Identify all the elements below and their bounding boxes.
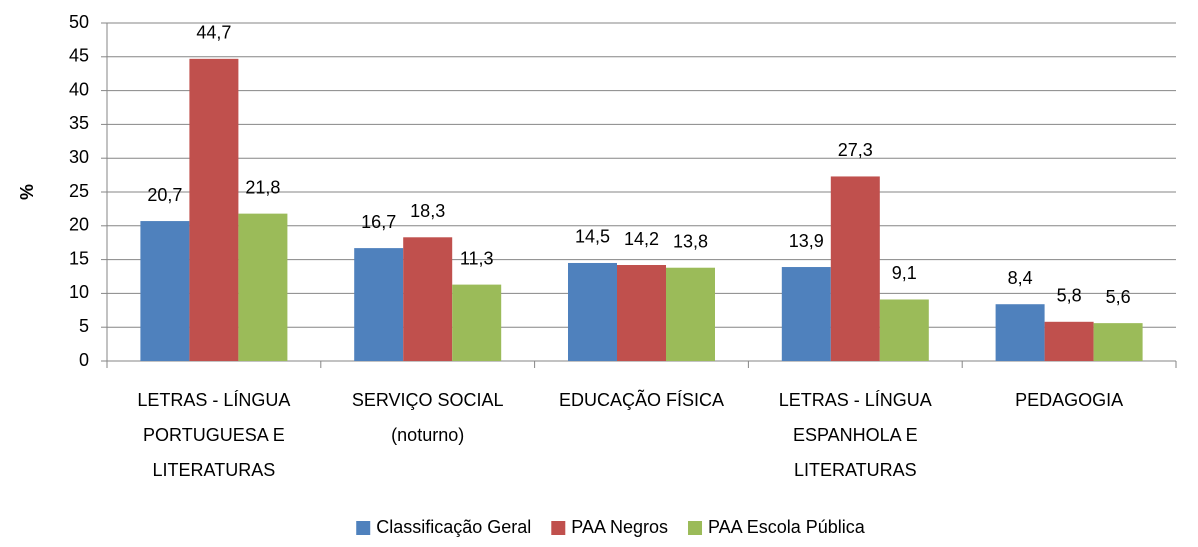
y-tick-label: 20 <box>69 215 89 235</box>
y-tick-label: 40 <box>69 79 89 99</box>
x-tick-label: ESPANHOLA E <box>793 425 918 445</box>
x-tick-label: PEDAGOGIA <box>1015 390 1123 410</box>
value-label: 14,5 <box>575 227 610 247</box>
value-label: 16,7 <box>361 212 396 232</box>
legend-label: PAA Negros <box>571 517 668 537</box>
y-tick-label: 45 <box>69 46 89 66</box>
y-tick-label: 25 <box>69 181 89 201</box>
value-label: 5,6 <box>1106 287 1131 307</box>
bar <box>617 265 666 361</box>
bar <box>995 304 1045 361</box>
x-tick-label: LETRAS - LÍNGUA <box>779 390 932 410</box>
y-tick-label: 35 <box>69 113 89 133</box>
bar <box>140 221 190 361</box>
bar <box>781 267 831 361</box>
y-tick-label: 10 <box>69 282 89 302</box>
value-label: 18,3 <box>410 201 445 221</box>
x-tick-label: EDUCAÇÃO FÍSICA <box>559 389 724 410</box>
value-label: 13,9 <box>789 231 824 251</box>
bar <box>830 176 880 361</box>
legend-swatch <box>551 521 566 535</box>
x-tick-label: LITERATURAS <box>794 460 917 480</box>
bar <box>403 237 453 361</box>
y-tick-label: 50 <box>69 12 89 32</box>
x-tick-label: LITERATURAS <box>153 460 276 480</box>
value-label: 20,7 <box>147 185 182 205</box>
bar <box>238 213 288 361</box>
bar <box>1044 321 1094 361</box>
y-tick-label: 0 <box>79 350 89 370</box>
bar <box>452 284 502 361</box>
y-tick-label: 30 <box>69 147 89 167</box>
x-tick-label: SERVIÇO SOCIAL <box>352 390 504 410</box>
legend-swatch <box>688 521 703 535</box>
value-label: 21,8 <box>245 177 280 197</box>
bar <box>568 262 617 361</box>
legend-label: PAA Escola Pública <box>708 517 866 537</box>
x-tick-label: (noturno) <box>391 425 464 445</box>
legend-swatch <box>356 521 371 535</box>
y-tick-label: 5 <box>79 316 89 336</box>
bar <box>666 267 715 361</box>
bar <box>879 299 929 361</box>
x-tick-label: PORTUGUESA E <box>143 425 285 445</box>
value-label: 11,3 <box>460 248 494 268</box>
value-label: 5,8 <box>1057 286 1082 306</box>
value-label: 9,1 <box>892 263 917 283</box>
value-label: 8,4 <box>1008 268 1033 288</box>
value-label: 13,8 <box>673 231 708 251</box>
bar <box>354 248 404 361</box>
legend-label: Classificação Geral <box>376 517 531 537</box>
bar <box>1093 323 1143 361</box>
value-label: 14,2 <box>624 229 659 249</box>
value-label: 27,3 <box>838 140 873 160</box>
y-axis-label: % <box>17 184 37 200</box>
value-label: 44,7 <box>196 23 231 43</box>
bar <box>189 58 239 361</box>
x-tick-label: LETRAS - LÍNGUA <box>137 390 290 410</box>
y-tick-label: 15 <box>69 248 89 268</box>
